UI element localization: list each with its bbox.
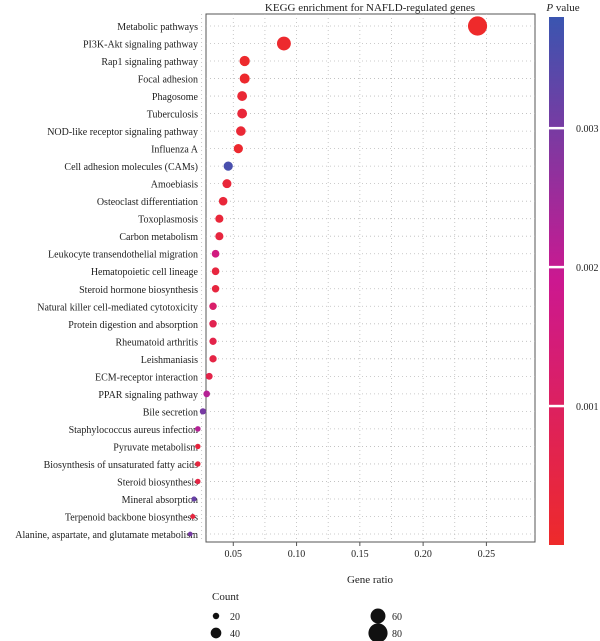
pathway-label: Natural killer cell-mediated cytotoxicit…	[37, 302, 198, 313]
data-point	[233, 144, 243, 154]
pathway-label: Cell adhesion molecules (CAMs)	[64, 162, 198, 173]
size-legend-label: 80	[392, 629, 402, 640]
x-tick-label: 0.20	[414, 549, 432, 560]
x-axis-label: Gene ratio	[347, 574, 394, 586]
pathway-label: Alanine, aspartate, and glutamate metabo…	[15, 530, 198, 541]
data-point	[203, 390, 211, 398]
x-tick-label: 0.05	[225, 549, 243, 560]
x-axis-ticks: 0.05 0.10 0.15 0.20 0.25	[225, 542, 496, 560]
pathway-label: ECM-receptor interaction	[95, 372, 198, 383]
data-point	[239, 73, 250, 84]
pathway-label: Biosynthesis of unsaturated fatty acids	[44, 460, 199, 471]
pathway-label: Pyruvate metabolism	[113, 442, 198, 453]
data-point	[223, 161, 233, 171]
pathway-label: Amoebiasis	[151, 180, 198, 191]
data-point	[215, 232, 224, 241]
pathway-label: NOD-like receptor signaling pathway	[47, 127, 198, 138]
colorbar-tick-label: 0.003	[576, 124, 599, 135]
size-legend-dot	[212, 612, 220, 620]
x-tick-label: 0.10	[288, 549, 306, 560]
data-point	[191, 496, 197, 502]
pathway-label: Hematopoietic cell lineage	[91, 267, 199, 278]
data-point	[239, 55, 250, 67]
pathway-label: Leishmaniasis	[141, 355, 198, 366]
pathway-label: PPAR signaling pathway	[98, 390, 198, 401]
data-point	[209, 337, 217, 345]
chart-title: KEGG enrichment for NAFLD-regulated gene…	[265, 2, 475, 14]
data-point	[205, 372, 213, 380]
size-legend-dot	[368, 623, 388, 641]
pathway-label: Bile secretion	[143, 407, 198, 418]
x-tick-label: 0.25	[478, 549, 496, 560]
data-point	[195, 461, 201, 467]
pathway-labels: Metabolic pathways PI3K-Akt signaling pat…	[15, 22, 198, 541]
data-point	[195, 478, 201, 485]
data-point	[211, 249, 220, 258]
pathway-label: Protein digestion and absorption	[68, 320, 198, 331]
pathway-label: Metabolic pathways	[117, 22, 198, 33]
pathway-label: Terpenoid backbone biosynthesis	[65, 512, 198, 523]
pathway-label: Staphylococcus aureus infection	[69, 425, 198, 436]
data-point	[211, 267, 220, 276]
data-point	[209, 355, 217, 363]
pathway-label: Focal adhesion	[138, 75, 198, 86]
pathway-label: Steroid hormone biosynthesis	[79, 285, 198, 296]
data-point	[222, 179, 232, 189]
pathway-label: Carbon metabolism	[119, 232, 198, 243]
pathway-label: Rheumatoid arthritis	[116, 337, 199, 348]
pathway-label: Tuberculosis	[147, 110, 198, 121]
colorbar-title: P value	[545, 2, 579, 14]
colorbar-ticks: 0.003 0.002 0.001	[549, 124, 599, 413]
pathway-label: Phagosome	[152, 92, 199, 103]
size-legend-label: 20	[230, 612, 240, 623]
data-point	[190, 514, 196, 519]
pathway-label: Leukocyte transendothelial migration	[48, 250, 198, 261]
pathway-label: Toxoplasmosis	[138, 215, 198, 226]
x-tick-label: 0.15	[351, 549, 369, 560]
pathway-label: Osteoclast differentiation	[97, 197, 198, 208]
size-legend-dot	[210, 627, 222, 639]
data-point	[237, 91, 248, 101]
data-point	[467, 16, 488, 36]
size-legend-label: 40	[230, 629, 240, 640]
size-legend-label: 60	[392, 612, 402, 623]
pathway-label: Steroid biosynthesis	[117, 477, 198, 488]
colorbar-tick-label: 0.002	[576, 263, 599, 274]
data-point	[276, 36, 291, 51]
data-points	[187, 16, 488, 537]
plot-area	[205, 13, 536, 543]
data-point	[209, 320, 217, 328]
data-point	[218, 196, 228, 206]
size-legend: 20 40 60 80	[210, 608, 402, 641]
grid-lines	[201, 14, 535, 542]
data-point	[187, 531, 193, 537]
data-point	[215, 214, 224, 223]
size-legend-dot	[370, 608, 386, 624]
data-point	[209, 302, 217, 311]
pathway-label: Influenza A	[151, 145, 199, 156]
colorbar-tick-label: 0.001	[576, 402, 599, 413]
data-point	[195, 443, 201, 450]
data-point	[195, 426, 201, 432]
size-legend-title: Count	[212, 591, 239, 603]
pathway-label: Rap1 signaling pathway	[101, 57, 198, 68]
data-point	[237, 108, 248, 119]
pathway-label: Mineral absorption	[122, 495, 198, 506]
data-point	[211, 285, 220, 293]
pathway-label: PI3K-Akt signaling pathway	[83, 40, 198, 51]
colorbar-gradient	[549, 17, 564, 545]
data-point	[199, 408, 207, 415]
data-point	[236, 126, 246, 136]
